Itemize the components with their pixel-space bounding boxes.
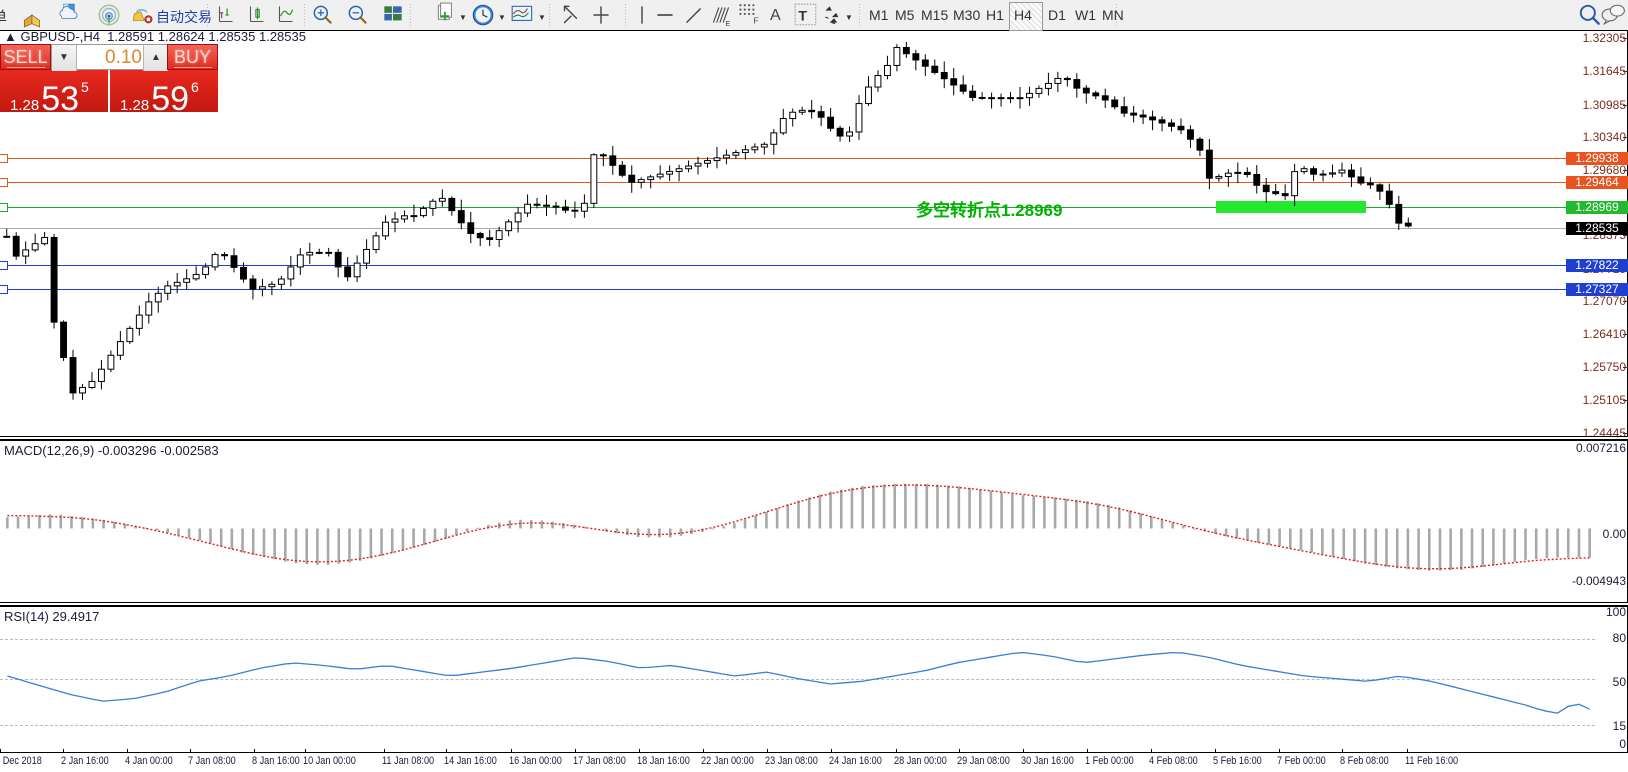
svg-text:F: F xyxy=(753,16,758,26)
svg-text:T: T xyxy=(798,7,807,23)
svg-text:E: E xyxy=(725,19,730,28)
